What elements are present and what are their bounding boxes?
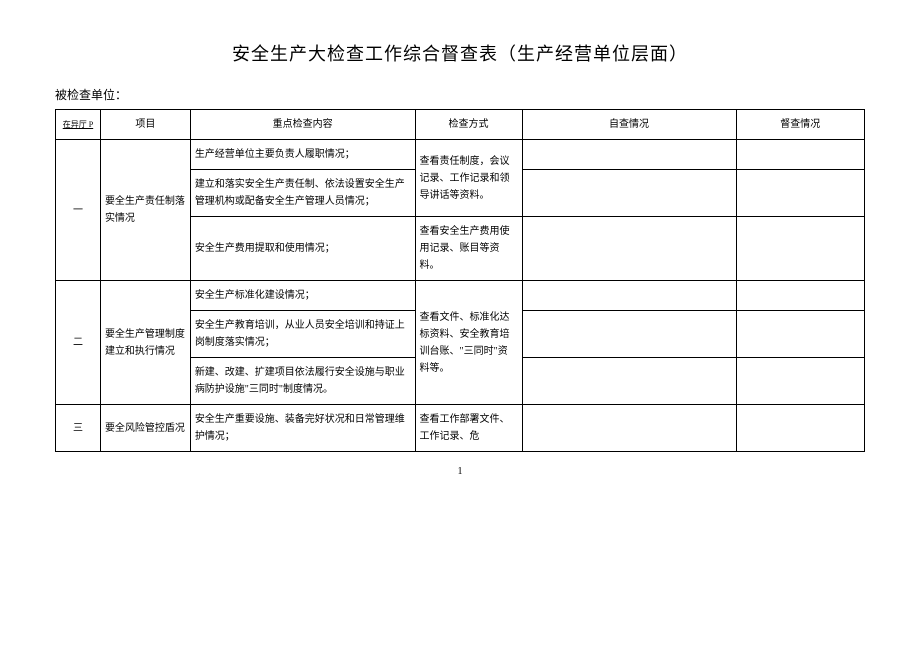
inspection-table: 在异厅 P 项目 重点检查内容 检查方式 自查情况 督查情况 一 要全生产责任制…: [55, 109, 865, 452]
header-self: 自查情况: [522, 110, 736, 140]
header-method: 检查方式: [415, 110, 522, 140]
content-cell: 新建、改建、扩建项目依法履行安全设施与职业病防护设施"三同时"制度情况。: [190, 358, 415, 405]
content-cell: 安全生产教育培训，从业人员安全培训和持证上岗制度落实情况；: [190, 311, 415, 358]
sup-cell: [736, 217, 864, 281]
sup-cell: [736, 140, 864, 170]
table-row: 二 要全生产管理制度建立和执行情况 安全生产标准化建设情况； 查看文件、标准化达…: [56, 281, 865, 311]
sup-cell: [736, 281, 864, 311]
sup-cell: [736, 170, 864, 217]
content-cell: 安全生产费用提取和使用情况；: [190, 217, 415, 281]
self-cell: [522, 140, 736, 170]
header-item: 项目: [100, 110, 190, 140]
self-cell: [522, 281, 736, 311]
sup-cell: [736, 405, 864, 452]
inspected-unit-label: 被检查单位：: [55, 86, 865, 103]
seq-cell: 三: [56, 405, 101, 452]
self-cell: [522, 217, 736, 281]
method-cell: 查看文件、标准化达标资料、安全教育培训台账、"三同时"资料等。: [415, 281, 522, 405]
self-cell: [522, 311, 736, 358]
content-cell: 生产经营单位主要负责人履职情况；: [190, 140, 415, 170]
sup-cell: [736, 358, 864, 405]
method-cell: 查看安全生产费用使用记录、账目等资料。: [415, 217, 522, 281]
content-cell: 安全生产重要设施、装备完好状况和日常管理维护情况；: [190, 405, 415, 452]
item-cell: 要全生产管理制度建立和执行情况: [100, 281, 190, 405]
page-title: 安全生产大检查工作综合督查表（生产经营单位层面）: [55, 40, 865, 66]
item-cell: 要全风险管控盾况: [100, 405, 190, 452]
sup-cell: [736, 311, 864, 358]
table-header-row: 在异厅 P 项目 重点检查内容 检查方式 自查情况 督查情况: [56, 110, 865, 140]
self-cell: [522, 170, 736, 217]
seq-cell: 一: [56, 140, 101, 281]
self-cell: [522, 358, 736, 405]
content-cell: 安全生产标准化建设情况；: [190, 281, 415, 311]
self-cell: [522, 405, 736, 452]
item-cell: 要全生产责任制落实情况: [100, 140, 190, 281]
header-content: 重点检查内容: [190, 110, 415, 140]
table-row: 一 要全生产责任制落实情况 生产经营单位主要负责人履职情况； 查看责任制度，会议…: [56, 140, 865, 170]
header-sup: 督查情况: [736, 110, 864, 140]
method-cell: 查看工作部署文件、工作记录、危: [415, 405, 522, 452]
table-row: 三 要全风险管控盾况 安全生产重要设施、装备完好状况和日常管理维护情况； 查看工…: [56, 405, 865, 452]
page-number: 1: [55, 466, 865, 477]
method-cell: 查看责任制度，会议记录、工作记录和领导讲话等资料。: [415, 140, 522, 217]
header-seq: 在异厅 P: [56, 110, 101, 140]
seq-cell: 二: [56, 281, 101, 405]
content-cell: 建立和落实安全生产责任制、依法设置安全生产管理机构或配备安全生产管理人员情况；: [190, 170, 415, 217]
